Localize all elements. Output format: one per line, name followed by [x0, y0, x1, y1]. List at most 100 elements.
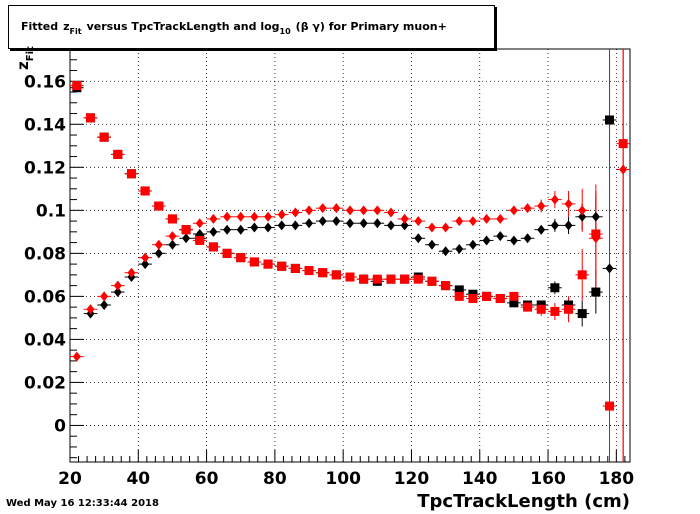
- data-point-diamond: [264, 211, 273, 222]
- data-point-diamond: [591, 233, 600, 244]
- data-point-diamond: [441, 222, 450, 233]
- data-point-diamond: [523, 233, 532, 244]
- x-tick-label: 80: [263, 469, 287, 489]
- data-point-diamond: [305, 218, 314, 229]
- data-point-square: [441, 281, 451, 291]
- data-point-diamond: [386, 220, 395, 231]
- data-point-diamond: [537, 201, 546, 212]
- data-point-square: [263, 259, 273, 269]
- data-point-diamond: [305, 205, 314, 216]
- y-tick-label: 0.02: [24, 373, 66, 393]
- x-tick-label: 160: [530, 469, 566, 489]
- data-point-square: [591, 287, 601, 297]
- data-point-diamond: [332, 203, 341, 214]
- data-point-square: [195, 235, 205, 245]
- data-point-square: [454, 285, 464, 295]
- data-point-square: [304, 266, 314, 276]
- plot-frame: [69, 48, 631, 463]
- data-point-square: [577, 309, 587, 319]
- data-point-diamond: [509, 235, 518, 246]
- data-point-diamond: [441, 246, 450, 257]
- data-point-square: [495, 294, 505, 304]
- data-point-diamond: [373, 205, 382, 216]
- data-point-diamond: [359, 218, 368, 229]
- data-point-diamond: [414, 233, 423, 244]
- data-point-diamond: [564, 198, 573, 209]
- data-point-diamond: [550, 220, 559, 231]
- data-point-square: [249, 257, 259, 267]
- x-tick-label: 180: [599, 469, 635, 489]
- data-point-square: [331, 270, 341, 280]
- data-point-square: [618, 139, 628, 149]
- grid-layer: [69, 49, 630, 462]
- data-point-square: [113, 149, 123, 159]
- data-point-square: [208, 242, 218, 252]
- data-point-diamond: [400, 213, 409, 224]
- data-point-diamond: [359, 205, 368, 216]
- data-point-square: [482, 291, 492, 301]
- data-point-diamond: [250, 222, 259, 233]
- data-point-diamond: [223, 211, 232, 222]
- data-point-diamond: [236, 224, 245, 235]
- data-point-diamond: [496, 213, 505, 224]
- data-point-diamond: [496, 231, 505, 242]
- title-var: z: [63, 20, 70, 33]
- data-point-square: [536, 304, 546, 314]
- data-point-square: [468, 294, 478, 304]
- data-point-diamond: [455, 244, 464, 255]
- y-tick-label: 0.1: [36, 201, 66, 221]
- marker-layer: [72, 81, 628, 411]
- data-point-square: [345, 272, 355, 282]
- tick-label-layer: 20 40 60 80 100 120 140 160 180 0 0.02 0.04 0.06 0.08…: [24, 72, 634, 489]
- data-point-square: [236, 253, 246, 263]
- data-point-diamond: [509, 205, 518, 216]
- title-log-sub: 10: [279, 27, 291, 36]
- y-tick-label: 0.14: [24, 115, 66, 135]
- data-point-diamond: [100, 299, 109, 310]
- tick-layer: [69, 59, 626, 462]
- data-point-diamond: [346, 205, 354, 216]
- data-point-diamond: [414, 216, 423, 227]
- title-var-sub: Fit: [69, 27, 82, 36]
- data-point-diamond: [195, 218, 204, 229]
- data-point-diamond: [523, 203, 532, 214]
- data-point-diamond: [209, 226, 218, 237]
- timestamp: Wed May 16 12:33:44 2018: [6, 498, 159, 509]
- y-tick-label: 0.12: [24, 158, 66, 178]
- data-point-diamond: [332, 216, 341, 227]
- data-point-square: [318, 268, 328, 278]
- data-point-diamond: [223, 224, 232, 235]
- data-point-diamond: [291, 220, 300, 231]
- data-point-diamond: [605, 263, 614, 274]
- y-tick-label: 0.04: [24, 330, 66, 350]
- data-point-square: [427, 276, 437, 286]
- data-point-diamond: [564, 220, 573, 231]
- data-point-square: [359, 274, 369, 284]
- data-point-square: [605, 401, 615, 411]
- data-point-diamond: [168, 231, 177, 242]
- data-point-diamond: [400, 220, 409, 231]
- x-tick-label: 140: [462, 469, 498, 489]
- data-point-diamond: [209, 213, 218, 224]
- x-tick-label: 60: [195, 469, 219, 489]
- data-point-diamond: [427, 222, 436, 233]
- title-suffix: (β γ) for Primary muon+: [295, 20, 447, 33]
- data-point-diamond: [127, 267, 136, 278]
- data-point-diamond: [277, 220, 286, 231]
- y-tick-label: 0.08: [24, 244, 66, 264]
- data-point-diamond: [277, 209, 286, 220]
- data-point-diamond: [537, 224, 546, 235]
- data-point-diamond: [482, 235, 491, 246]
- data-point-square: [564, 304, 574, 314]
- data-point-square: [509, 298, 519, 308]
- data-point-square: [400, 274, 410, 284]
- title-box: Fitted zFit versus TpcTrackLength and log1…: [8, 5, 495, 49]
- data-point-diamond: [468, 216, 477, 227]
- data-point-diamond: [482, 213, 491, 224]
- data-point-diamond: [141, 259, 150, 270]
- data-point-diamond: [346, 218, 354, 229]
- title-prefix: Fitted: [21, 20, 59, 33]
- x-axis-label: TpcTrackLength (cm): [417, 491, 630, 512]
- data-point-diamond: [236, 211, 245, 222]
- data-point-diamond: [182, 233, 191, 244]
